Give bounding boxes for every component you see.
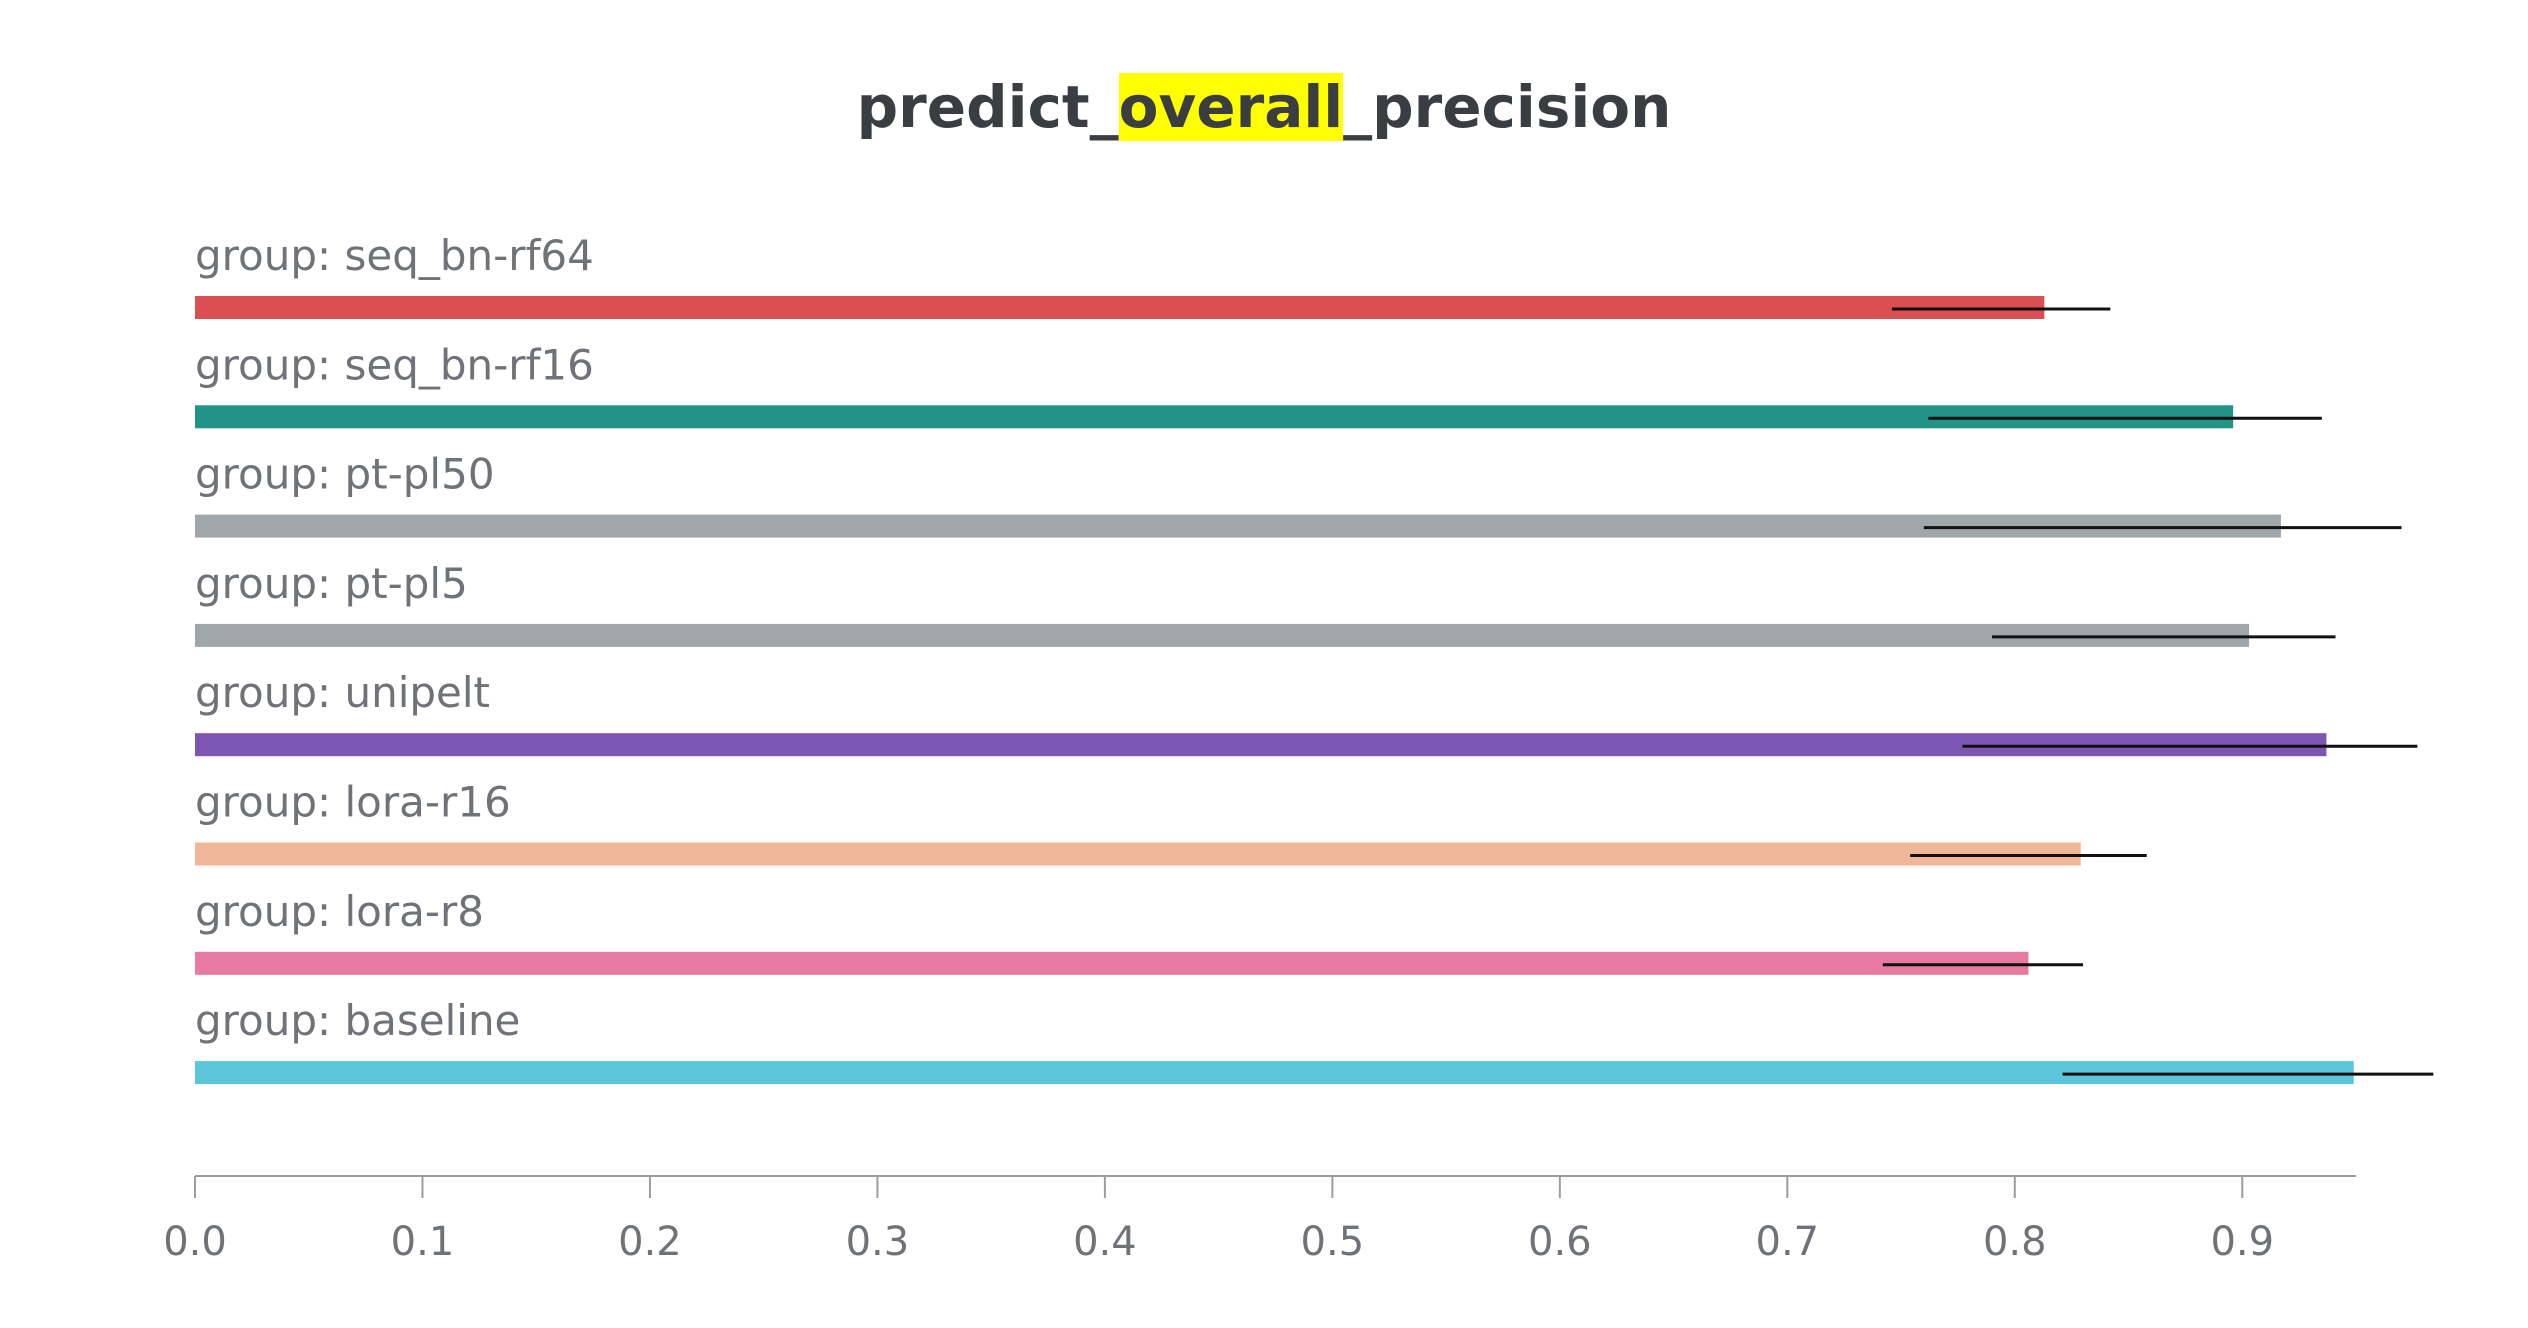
bar — [195, 514, 2281, 538]
x-tick-label: 0.9 — [2210, 1219, 2274, 1265]
chart-title-suffix: _precision — [1343, 73, 1672, 141]
group-label: group: pt-pl5 — [195, 559, 468, 608]
x-tick-label: 0.8 — [1983, 1219, 2047, 1265]
group-label: group: lora-r8 — [195, 887, 484, 936]
group-label: group: lora-r16 — [195, 778, 511, 827]
chart-title-highlight: overall — [1118, 73, 1344, 141]
bar — [195, 951, 2029, 975]
chart-title: predict_overall_precision — [0, 66, 2528, 148]
bar — [195, 623, 2250, 647]
x-tick-label: 0.5 — [1301, 1219, 1365, 1265]
bar — [195, 405, 2234, 429]
group-label: group: baseline — [195, 996, 520, 1045]
x-tick-label: 0.4 — [1073, 1219, 1137, 1265]
group-label: group: seq_bn-rf16 — [195, 340, 594, 389]
bar — [195, 1061, 2354, 1085]
x-tick-label: 0.6 — [1528, 1219, 1592, 1265]
x-axis: 0.0 0.1 0.2 0.3 0.4 0.5 0.6 0.7 0.8 0.9 — [163, 1175, 2356, 1265]
x-tick-label: 0.0 — [163, 1219, 227, 1265]
group-label: group: pt-pl50 — [195, 450, 495, 499]
bar — [195, 842, 2081, 866]
x-tick-label: 0.3 — [846, 1219, 910, 1265]
chart-title-prefix: predict_ — [856, 73, 1119, 141]
bar — [195, 733, 2327, 757]
group-label: group: seq_bn-rf64 — [195, 231, 594, 280]
group-label: group: unipelt — [195, 668, 490, 717]
bars-layer: group: seq_bn-rf64 group: seq_bn-rf16grou… — [195, 231, 2434, 1085]
x-tick-label: 0.2 — [618, 1219, 682, 1265]
x-tick-label: 0.1 — [391, 1219, 455, 1265]
bar — [195, 296, 2045, 319]
x-tick-label: 0.7 — [1756, 1219, 1820, 1265]
